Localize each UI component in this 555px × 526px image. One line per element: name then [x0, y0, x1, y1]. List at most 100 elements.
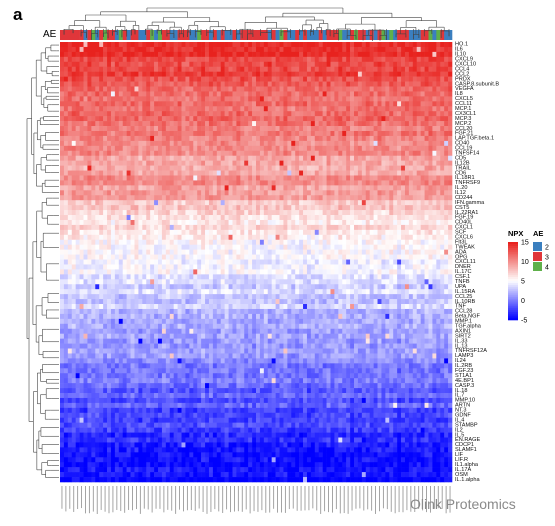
- row-label: CXCL6: [455, 235, 473, 241]
- row-label: OPG: [455, 254, 467, 260]
- row-label: IL2: [455, 427, 463, 433]
- row-label: TNF: [455, 304, 466, 310]
- row-label: HO.1: [455, 42, 468, 48]
- row-label: IL.22RA1: [455, 210, 478, 216]
- ae-legend-title: AE: [533, 229, 543, 238]
- row-label: TNFRSF12A: [455, 348, 487, 354]
- row-dendrogram: [26, 44, 59, 478]
- row-label: SCF: [455, 230, 467, 236]
- row-label: OSM: [455, 472, 468, 478]
- row-label: CXCL11: [455, 259, 476, 265]
- column-dendrogram: [63, 7, 450, 41]
- row-label: CST5: [455, 205, 469, 211]
- row-label: LAP.TGF.beta.1: [455, 136, 494, 142]
- row-label: IL.17C: [455, 269, 471, 275]
- npx-legend-tick: 15: [521, 240, 529, 247]
- row-label: CD5: [455, 155, 466, 161]
- row-label: CCL11: [455, 101, 472, 107]
- row-label: CASP.3: [455, 383, 474, 389]
- watermark: Olink Proteomics: [410, 496, 516, 512]
- row-label: MCP.2: [455, 121, 471, 127]
- row-label: STAMBP: [455, 422, 478, 428]
- row-label: CD244: [455, 195, 472, 201]
- row-label: IFN.gamma: [455, 200, 485, 206]
- row-label: FGF.21: [455, 131, 473, 137]
- row-label: AXIN1: [455, 328, 471, 334]
- row-label: IL8: [455, 91, 463, 97]
- row-label: Beta.NGF: [455, 314, 480, 320]
- row-label: IL1.alpha: [455, 462, 479, 468]
- row-label: CD6: [455, 170, 466, 176]
- row-label: CDCP1: [455, 442, 474, 448]
- row-label: TRAIL: [455, 165, 471, 171]
- row-label: VEGFA: [455, 86, 474, 92]
- ae-legend: AE2 3 4: [533, 229, 549, 272]
- row-label: IL.1.alpha: [455, 477, 480, 483]
- row-label: 4E.BP1: [455, 378, 474, 384]
- row-label: IL24: [455, 358, 466, 364]
- row-label: UPA: [455, 284, 466, 290]
- row-label: IL.17A: [455, 467, 471, 473]
- row-label: DNER: [455, 264, 471, 270]
- row-label: MMP.10: [455, 398, 475, 404]
- row-label: IL.4: [455, 417, 464, 423]
- row-label: MMP.1: [455, 319, 472, 325]
- npx-legend-tick: 10: [521, 259, 529, 266]
- row-label: CXCL5: [455, 96, 473, 102]
- row-label: SIRT2: [455, 333, 471, 339]
- npx-legend: NPX 15 10 5 0 -5: [508, 229, 529, 325]
- row-label: IL.13: [455, 343, 467, 349]
- row-label: IL10: [455, 52, 466, 58]
- row-label: IL12: [455, 190, 466, 196]
- row-label: CCL2: [455, 71, 469, 77]
- row-label: IL.18R1: [455, 175, 475, 181]
- ae-legend-label: 2: [545, 245, 549, 252]
- row-label: CASP.8.subunit.B: [455, 81, 499, 87]
- row-label: PRDX: [455, 76, 471, 82]
- row-label: ARTN: [455, 403, 470, 409]
- ae-legend-label: 3: [545, 255, 549, 262]
- row-label: CX3CL1: [455, 111, 476, 117]
- row-label: CXCL10: [455, 61, 476, 67]
- row-label: IL.18: [455, 388, 467, 394]
- ae-annotation-track: [60, 30, 453, 40]
- row-label: LAMP3: [455, 353, 473, 359]
- row-label: CCL25: [455, 294, 472, 300]
- row-label: IL.15RA: [455, 289, 475, 295]
- row-label: TGF.alpha: [455, 324, 482, 330]
- row-label: ST1A1: [455, 373, 472, 379]
- row-label: MCP.3: [455, 116, 471, 122]
- npx-legend-tick: -5: [521, 318, 527, 325]
- row-label: CXCL9: [455, 57, 473, 63]
- row-label: IL.5: [455, 432, 464, 438]
- row-label: FGF.19: [455, 215, 473, 221]
- row-label: GDNF: [455, 412, 471, 418]
- heatmap-cells: [60, 42, 453, 483]
- row-label: IL.7: [455, 393, 464, 399]
- row-label: IL12B: [455, 160, 470, 166]
- row-label: MCP.1: [455, 106, 471, 112]
- row-label: CCL19: [455, 146, 472, 152]
- row-label: TNFSF14: [455, 150, 479, 156]
- row-label: LIF: [455, 452, 464, 458]
- row-label: FGF.23: [455, 368, 473, 374]
- ae-legend-label: 4: [545, 265, 549, 272]
- row-label: ADA: [455, 249, 467, 255]
- row-label: SLAMF1: [455, 447, 477, 453]
- npx-legend-tick: 5: [521, 279, 525, 286]
- row-label: IL.10RB: [455, 299, 475, 305]
- panel-letter: a: [13, 5, 23, 24]
- row-label: LIF.R: [455, 457, 468, 463]
- row-label: CCL28: [455, 309, 472, 315]
- row-label: IL.2RB: [455, 363, 472, 369]
- npx-legend-tick: 0: [521, 298, 525, 305]
- row-label: IL6: [455, 47, 463, 53]
- row-label: CXCL1: [455, 225, 473, 231]
- row-labels: HO.1IL6IL10CXCL9CXCL10CCL4CCL2PRDXCASP.8…: [455, 42, 499, 483]
- row-label: NT.3: [455, 408, 467, 414]
- row-label: CCL4: [455, 66, 469, 72]
- row-label: CSF.1: [455, 274, 470, 280]
- row-label: TNFRSF9: [455, 180, 480, 186]
- row-label: IL.33: [455, 338, 467, 344]
- row-label: TNFB: [455, 279, 470, 285]
